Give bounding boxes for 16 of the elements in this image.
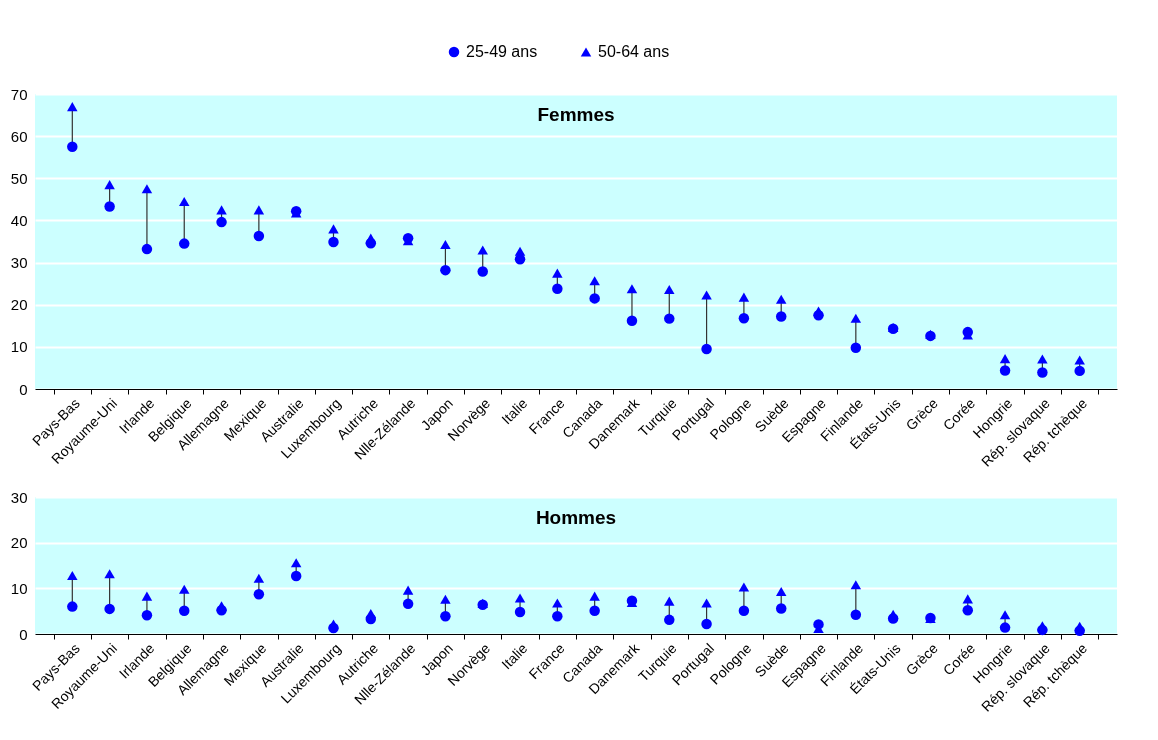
legend-label: 25-49 ans xyxy=(466,43,538,60)
y-tick-label: 30 xyxy=(10,254,28,272)
y-tick-label: 0 xyxy=(19,625,28,643)
y-tick-label: 20 xyxy=(10,534,28,552)
y-tick-label: 70 xyxy=(10,85,28,103)
y-tick-label: 0 xyxy=(19,380,28,398)
y-tick-label: 50 xyxy=(10,169,28,187)
y-tick-label: 10 xyxy=(10,338,28,356)
text: Femmes xyxy=(537,104,615,125)
y-tick-label: 30 xyxy=(10,488,28,506)
y-tick-label: 20 xyxy=(10,296,28,314)
y-tick-label: 40 xyxy=(10,211,28,229)
legend-label: 50-64 ans xyxy=(598,43,670,60)
text: Hommes xyxy=(535,507,617,528)
y-tick-label: 60 xyxy=(10,127,28,145)
y-tick-label: 10 xyxy=(10,579,28,597)
